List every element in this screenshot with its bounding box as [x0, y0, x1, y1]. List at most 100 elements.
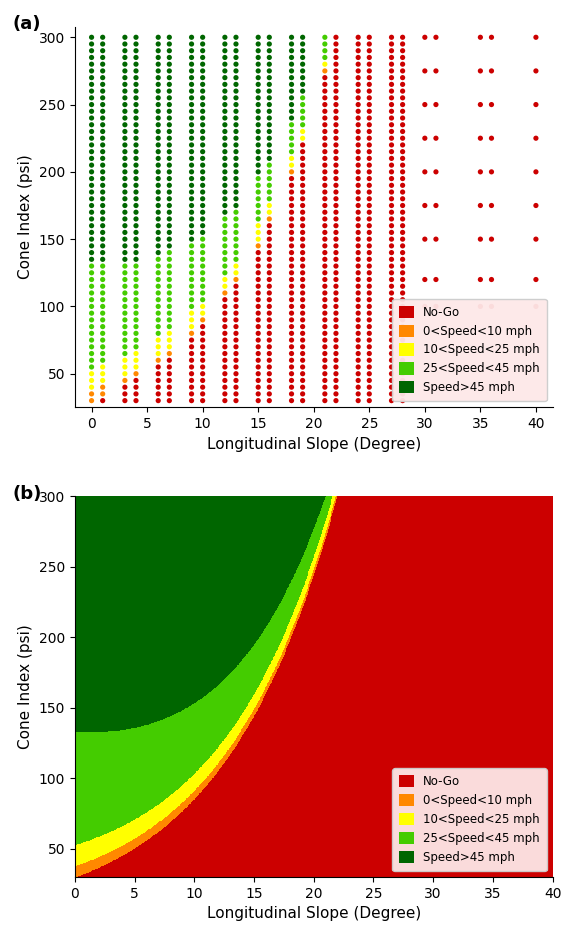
- Point: [254, 299, 263, 314]
- Point: [131, 306, 140, 321]
- Text: (a): (a): [13, 15, 41, 33]
- Point: [154, 251, 163, 266]
- Point: [287, 306, 296, 321]
- Point: [98, 346, 108, 361]
- Point: [320, 77, 329, 92]
- Point: [231, 104, 240, 119]
- Point: [387, 90, 396, 105]
- Point: [187, 124, 196, 139]
- Point: [320, 346, 329, 361]
- Point: [165, 265, 174, 280]
- Point: [354, 346, 363, 361]
- Point: [220, 238, 229, 253]
- Point: [198, 104, 208, 119]
- Point: [98, 366, 108, 381]
- Point: [265, 393, 274, 408]
- Point: [120, 83, 129, 98]
- Point: [387, 380, 396, 395]
- Point: [231, 340, 240, 355]
- Point: [165, 386, 174, 401]
- Point: [231, 259, 240, 274]
- Point: [354, 171, 363, 186]
- Point: [131, 312, 140, 327]
- Point: [298, 144, 307, 159]
- Point: [165, 185, 174, 200]
- Point: [165, 191, 174, 206]
- Point: [298, 50, 307, 65]
- Point: [331, 124, 340, 139]
- Point: [254, 198, 263, 213]
- Point: [265, 77, 274, 92]
- Point: [298, 279, 307, 294]
- Point: [220, 144, 229, 159]
- Point: [365, 151, 374, 166]
- Point: [320, 124, 329, 139]
- Point: [187, 185, 196, 200]
- Point: [320, 312, 329, 327]
- Point: [220, 185, 229, 200]
- Point: [365, 37, 374, 52]
- Point: [298, 238, 307, 253]
- Point: [331, 232, 340, 247]
- Point: [198, 178, 208, 193]
- Point: [531, 130, 540, 145]
- Point: [187, 319, 196, 334]
- Point: [231, 164, 240, 179]
- Point: [398, 373, 407, 388]
- Point: [165, 353, 174, 368]
- Point: [87, 232, 96, 247]
- Point: [187, 225, 196, 240]
- Point: [265, 333, 274, 348]
- Point: [254, 225, 263, 240]
- Point: [265, 185, 274, 200]
- Point: [220, 204, 229, 219]
- Point: [331, 293, 340, 308]
- Point: [287, 151, 296, 166]
- Point: [254, 185, 263, 200]
- Point: [254, 164, 263, 179]
- Point: [98, 380, 108, 395]
- Point: [287, 279, 296, 294]
- Point: [187, 204, 196, 219]
- Point: [98, 191, 108, 206]
- Point: [265, 279, 274, 294]
- Point: [387, 104, 396, 119]
- Point: [254, 272, 263, 287]
- Point: [131, 319, 140, 334]
- Point: [331, 299, 340, 314]
- Point: [198, 130, 208, 145]
- Point: [287, 50, 296, 65]
- Point: [165, 211, 174, 226]
- Point: [265, 325, 274, 340]
- Point: [354, 319, 363, 334]
- Point: [265, 56, 274, 71]
- Legend: No-Go, 0<Speed<10 mph, 10<Speed<25 mph, 25<Speed<45 mph, Speed>45 mph: No-Go, 0<Speed<10 mph, 10<Speed<25 mph, …: [392, 768, 547, 871]
- Point: [87, 279, 96, 294]
- Point: [165, 219, 174, 234]
- Point: [220, 265, 229, 280]
- Point: [287, 198, 296, 213]
- Point: [387, 124, 396, 139]
- Point: [120, 191, 129, 206]
- Point: [131, 272, 140, 287]
- Point: [265, 293, 274, 308]
- Point: [198, 306, 208, 321]
- Point: [254, 245, 263, 260]
- Point: [198, 333, 208, 348]
- Point: [87, 204, 96, 219]
- Point: [287, 37, 296, 52]
- Point: [298, 90, 307, 105]
- Point: [154, 259, 163, 274]
- Point: [231, 306, 240, 321]
- Point: [387, 138, 396, 153]
- Point: [320, 340, 329, 355]
- Point: [187, 56, 196, 71]
- Point: [398, 124, 407, 139]
- Point: [287, 56, 296, 71]
- Point: [398, 299, 407, 314]
- Point: [87, 171, 96, 186]
- Point: [387, 211, 396, 226]
- Point: [154, 380, 163, 395]
- Point: [154, 171, 163, 186]
- Point: [87, 151, 96, 166]
